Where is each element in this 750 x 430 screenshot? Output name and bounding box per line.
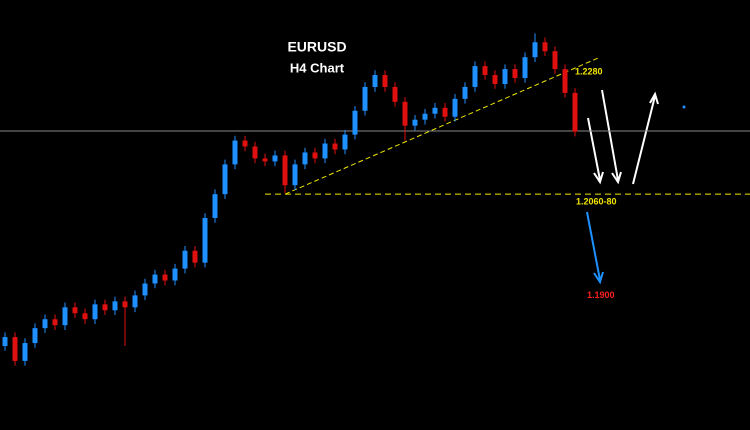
candle-body	[222, 164, 228, 195]
candle-body	[282, 155, 288, 186]
candle-body	[362, 86, 368, 111]
candle-body	[352, 110, 358, 135]
candle-body	[212, 194, 218, 218]
candle-body	[52, 319, 58, 326]
candle-body	[382, 75, 388, 87]
candle-body	[192, 250, 198, 263]
arrow	[632, 91, 659, 185]
overlay: 1.2280 1.2060-80 1.1900	[0, 33, 750, 366]
candle-body	[292, 164, 298, 186]
candle-body	[312, 152, 318, 159]
candle-body	[402, 101, 408, 126]
candle-body	[122, 301, 128, 308]
candle-body	[182, 250, 188, 269]
trendline	[284, 56, 601, 195]
candle-body	[532, 42, 538, 58]
chart-title: EURUSD	[287, 39, 346, 55]
candle-body	[542, 42, 548, 52]
candle-body	[142, 283, 148, 296]
candle-body	[22, 343, 28, 361]
candle-body	[202, 217, 208, 263]
candle-body	[112, 301, 118, 311]
candle-body	[72, 307, 78, 314]
candle-body	[12, 337, 18, 361]
candle-body	[272, 155, 278, 162]
candle-body	[302, 152, 308, 165]
arrow	[587, 117, 604, 185]
candle-body	[162, 274, 168, 281]
candle-body	[472, 66, 478, 87]
candle-body	[342, 134, 348, 150]
candle-body	[2, 337, 8, 347]
level-label: 1.1900	[587, 290, 615, 300]
candle-body	[572, 92, 578, 132]
candle-body	[42, 319, 48, 329]
candle-body	[132, 295, 138, 308]
candle-body	[392, 86, 398, 102]
candle-body	[422, 113, 428, 120]
candle-body	[552, 51, 558, 70]
chart-subtitle: H4 Chart	[290, 60, 345, 75]
candle-body	[492, 75, 498, 84]
arrow	[586, 211, 604, 285]
candle-body	[562, 69, 568, 93]
candle-body	[172, 268, 178, 281]
level-label: 1.2280	[575, 66, 603, 76]
candle-body	[512, 69, 518, 79]
candle-body	[462, 86, 468, 99]
candle-body	[452, 98, 458, 117]
candle-body	[62, 307, 68, 326]
candle-body	[152, 274, 158, 284]
candle-body	[252, 146, 258, 159]
candle-body	[92, 304, 98, 320]
candle-body	[442, 107, 448, 117]
candle-body	[332, 143, 338, 150]
candle-body	[102, 304, 108, 311]
arrows	[586, 89, 659, 285]
candle-body	[502, 69, 508, 84]
level-label: 1.2060-80	[576, 197, 617, 207]
candle-body	[372, 75, 378, 87]
candle-body	[522, 57, 528, 79]
arrow	[601, 89, 622, 185]
candle-body	[432, 107, 438, 114]
candle-body	[242, 140, 248, 147]
marker-dot	[682, 105, 686, 109]
candle-body	[82, 313, 88, 320]
candle-body	[322, 143, 328, 159]
candle-body	[32, 328, 38, 344]
candle-body	[482, 66, 488, 76]
candle-body	[412, 119, 418, 126]
candle-body	[232, 140, 238, 165]
candle-body	[262, 158, 268, 162]
